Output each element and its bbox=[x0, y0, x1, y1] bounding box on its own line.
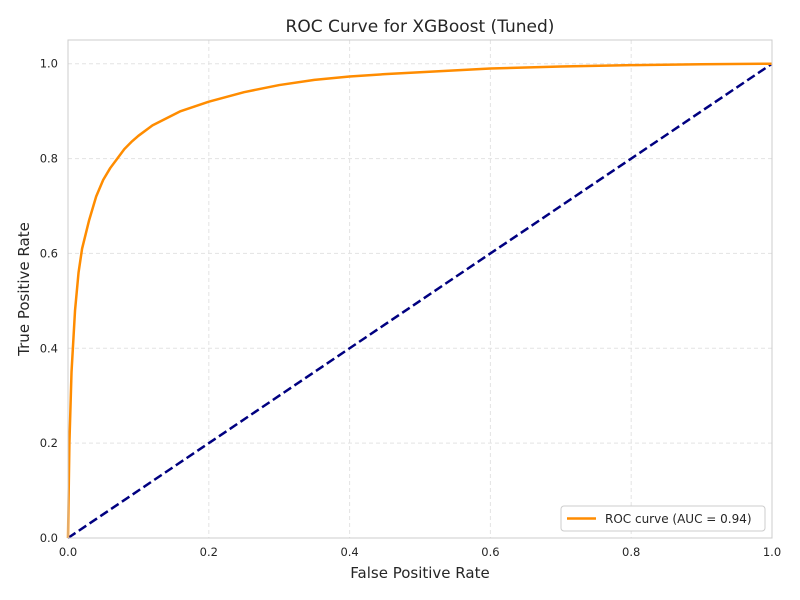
x-axis-ticks: 0.0 0.2 0.4 0.6 0.8 1.0 bbox=[59, 545, 781, 559]
y-tick-label: 0.0 bbox=[40, 531, 58, 545]
legend-label: ROC curve (AUC = 0.94) bbox=[605, 512, 752, 526]
y-axis-ticks: 0.0 0.2 0.4 0.6 0.8 1.0 bbox=[40, 57, 58, 545]
chart-title: ROC Curve for XGBoost (Tuned) bbox=[286, 17, 555, 37]
x-tick-label: 0.4 bbox=[340, 545, 358, 559]
y-tick-label: 1.0 bbox=[40, 57, 58, 71]
y-tick-label: 0.6 bbox=[40, 246, 58, 260]
x-tick-label: 1.0 bbox=[763, 545, 781, 559]
x-tick-label: 0.8 bbox=[622, 545, 640, 559]
legend: ROC curve (AUC = 0.94) bbox=[560, 505, 766, 532]
plot-frame bbox=[67, 39, 773, 539]
plot-area bbox=[66, 39, 773, 540]
x-tick-label: 0.6 bbox=[481, 545, 499, 559]
x-axis-label: False Positive Rate bbox=[350, 564, 489, 582]
x-tick-label: 0.0 bbox=[59, 545, 77, 559]
roc-curve-line bbox=[66, 62, 773, 539]
x-tick-label: 0.2 bbox=[200, 545, 218, 559]
legend-box bbox=[560, 505, 766, 532]
y-tick-label: 0.2 bbox=[40, 436, 58, 450]
random-classifier-diagonal-line bbox=[67, 62, 773, 540]
y-tick-label: 0.8 bbox=[40, 152, 58, 166]
y-tick-label: 0.4 bbox=[40, 341, 58, 355]
plot-background bbox=[68, 40, 772, 538]
y-axis-label: True Positive Rate bbox=[15, 222, 33, 357]
series-layer bbox=[66, 62, 773, 540]
